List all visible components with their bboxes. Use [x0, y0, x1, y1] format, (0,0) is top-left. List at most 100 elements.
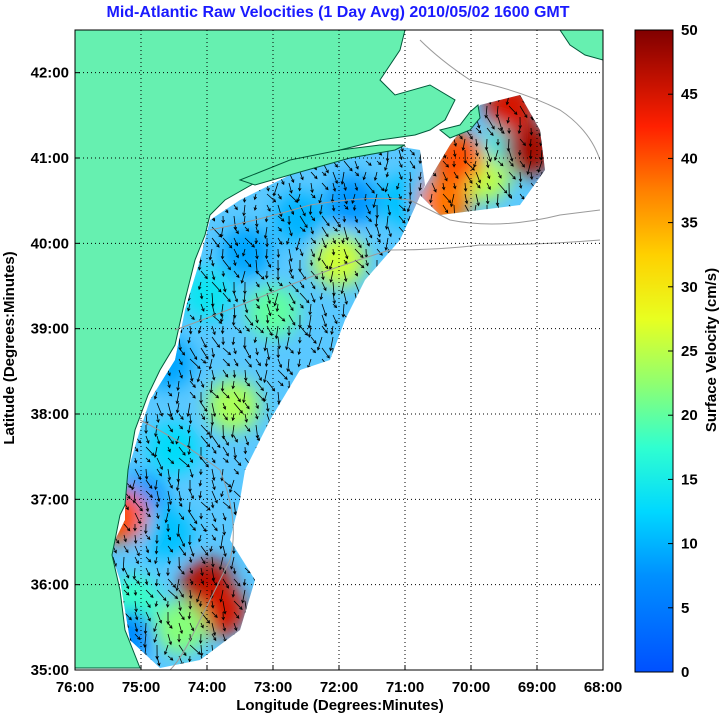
velocity-arrow	[123, 589, 130, 596]
chart-title: Mid-Atlantic Raw Velocities (1 Day Avg) …	[107, 4, 570, 21]
velocity-arrow	[188, 556, 193, 564]
velocity-arrow	[189, 567, 193, 575]
velocity-arrow	[200, 413, 206, 421]
velocity-arrow	[188, 589, 193, 600]
velocity-arrow	[145, 589, 154, 599]
velocity-arrow	[354, 237, 362, 249]
velocity-arrow	[220, 325, 225, 335]
velocity-arrow	[187, 655, 192, 663]
velocity-arrow	[409, 160, 416, 170]
velocity-arrow	[198, 479, 203, 487]
velocity-arrow	[153, 633, 158, 643]
velocity-arrow	[517, 127, 522, 135]
velocity-arrow	[145, 457, 151, 463]
velocity-arrow	[374, 215, 379, 228]
velocity-arrow	[232, 545, 236, 555]
velocity-arrow	[354, 259, 365, 269]
velocity-arrow	[486, 127, 494, 137]
velocity-arrow	[264, 248, 269, 260]
velocity-arrow	[464, 193, 469, 205]
velocity-arrow	[276, 248, 281, 259]
velocity-arrow	[231, 589, 236, 598]
velocity-arrow	[233, 226, 239, 235]
velocity-arrow	[316, 336, 323, 351]
velocity-arrow	[299, 226, 306, 232]
velocity-arrow	[189, 314, 195, 320]
velocity-region-11	[141, 507, 194, 560]
velocity-arrow	[310, 248, 315, 258]
velocity-arrow	[332, 215, 341, 228]
velocity-arrow	[233, 435, 238, 443]
velocity-arrow	[210, 501, 215, 509]
velocity-arrow	[354, 226, 361, 234]
velocity-arrow	[153, 391, 158, 400]
velocity-arrow	[288, 259, 293, 273]
velocity-arrow	[310, 281, 316, 290]
velocity-arrow	[354, 270, 358, 277]
velocity-arrow	[452, 149, 457, 158]
velocity-arrow	[343, 270, 348, 283]
velocity-arrow	[200, 336, 207, 349]
velocity-arrow	[464, 160, 475, 171]
velocity-arrow	[145, 512, 151, 518]
velocity-arrow	[167, 622, 173, 629]
velocity-arrow	[167, 578, 177, 589]
velocity-arrow	[156, 402, 163, 417]
velocity-arrow	[175, 479, 180, 492]
velocity-arrow	[229, 479, 235, 494]
velocity-region-0	[220, 225, 273, 278]
velocity-arrow	[156, 611, 163, 624]
velocity-arrow	[255, 413, 259, 420]
velocity-arrow	[539, 149, 544, 161]
velocity-arrow	[310, 215, 316, 222]
velocity-arrow	[497, 160, 504, 167]
y-tick-label: 40:00	[31, 235, 69, 252]
velocity-arrow	[219, 589, 224, 603]
velocity-arrow	[340, 281, 345, 295]
velocity-arrow	[253, 204, 258, 211]
colorbar-tick-label: 15	[681, 471, 698, 488]
y-tick-label: 42:00	[31, 65, 69, 82]
velocity-arrow	[131, 479, 136, 491]
x-tick-label: 71:00	[386, 679, 424, 696]
velocity-arrow	[329, 270, 334, 283]
velocity-arrow	[211, 556, 215, 568]
velocity-arrow	[199, 644, 204, 657]
velocity-arrow	[220, 248, 225, 260]
velocity-arrow	[244, 413, 248, 423]
velocity-arrow	[211, 512, 217, 523]
velocity-arrow	[208, 248, 213, 261]
velocity-arrow	[189, 622, 195, 632]
velocity-arrow	[178, 446, 186, 456]
velocity-arrow	[222, 259, 232, 271]
velocity-arrow	[321, 347, 330, 359]
x-tick-label: 68:00	[584, 679, 622, 696]
velocity-arrow	[442, 204, 449, 214]
velocity-arrow	[211, 237, 220, 248]
velocity-arrow	[299, 292, 310, 304]
velocity-arrow	[277, 204, 283, 218]
velocity-arrow	[233, 611, 240, 619]
velocity-arrow	[233, 248, 239, 259]
y-tick-label: 39:00	[31, 321, 69, 338]
velocity-arrow	[255, 369, 262, 382]
velocity-arrow	[398, 171, 403, 181]
velocity-arrow	[310, 193, 316, 199]
velocity-arrow	[265, 314, 270, 324]
velocity-arrow	[244, 402, 250, 410]
velocity-arrow	[211, 281, 222, 293]
velocity-arrow	[288, 303, 294, 312]
velocity-arrow	[211, 391, 220, 399]
velocity-arrow	[199, 292, 204, 300]
velocity-arrow	[133, 589, 138, 596]
velocity-arrow	[517, 149, 522, 156]
velocity-arrow	[332, 303, 338, 309]
velocity-arrow	[299, 204, 306, 217]
velocity-arrow	[343, 160, 353, 172]
velocity-arrow	[222, 413, 228, 421]
velocity-arrow	[156, 523, 160, 530]
velocity-arrow	[211, 567, 216, 582]
velocity-arrow	[332, 171, 339, 185]
velocity-arrow	[331, 248, 336, 256]
velocity-arrow	[198, 600, 203, 608]
